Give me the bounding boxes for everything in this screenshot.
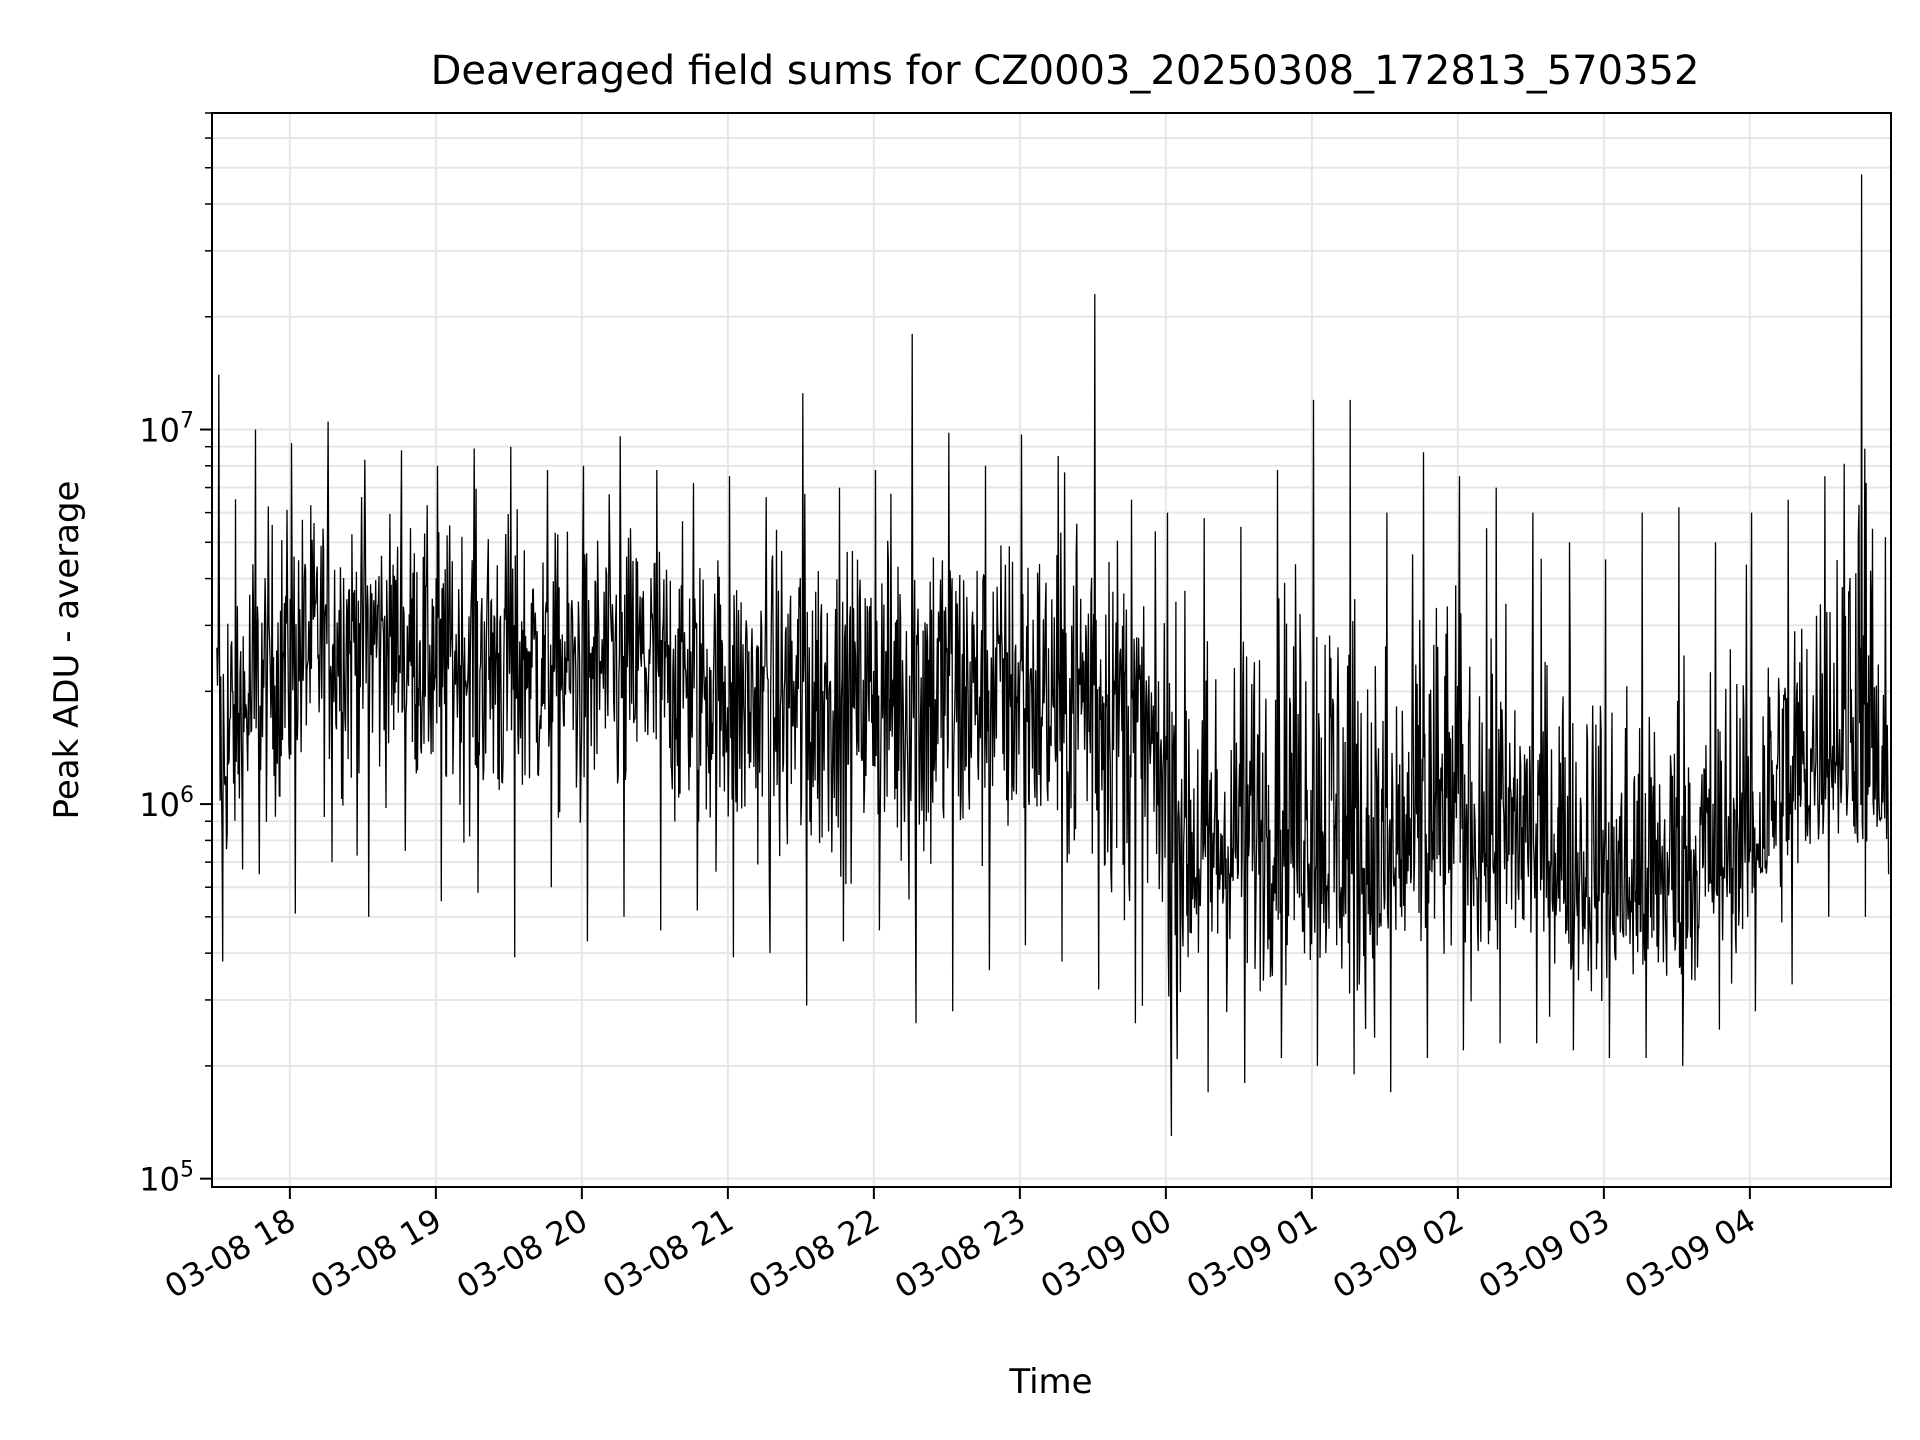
x-axis-label: Time <box>1008 1362 1092 1402</box>
series-line <box>216 174 1890 1137</box>
y-axis-label: Peak ADU - average <box>47 481 87 820</box>
series-layer <box>216 174 1890 1137</box>
chart-title: Deaveraged field sums for CZ0003_2025030… <box>431 48 1700 94</box>
plot-area-frame <box>211 112 1892 1188</box>
y-tick-label: 106 <box>139 783 194 824</box>
